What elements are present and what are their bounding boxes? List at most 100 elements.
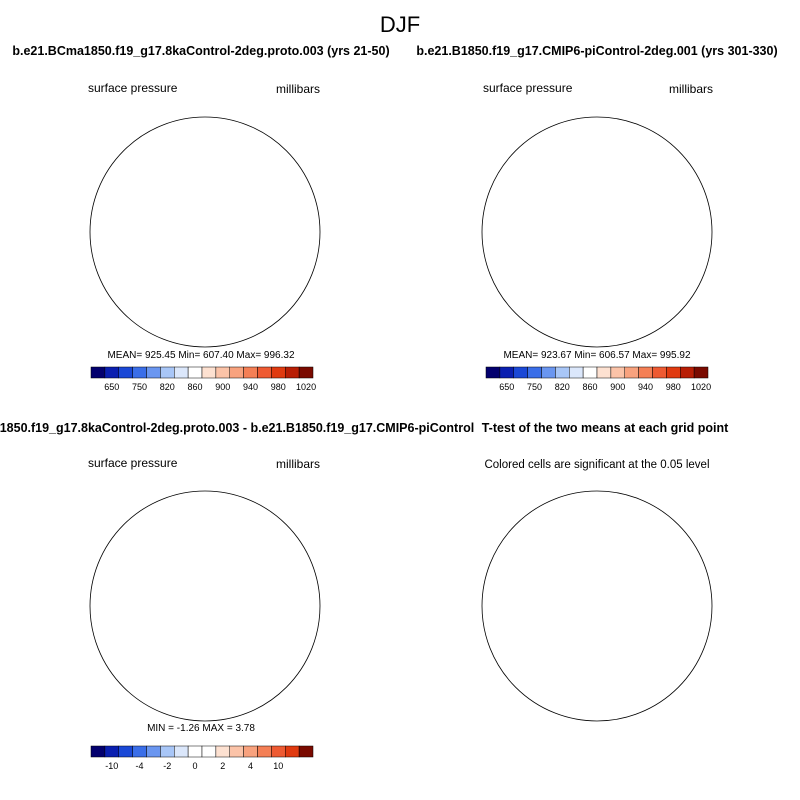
colorbar-cell xyxy=(652,366,667,379)
colorbar-cell xyxy=(485,366,501,379)
stats-label: MIN = -1.26 MAX = 3.78 xyxy=(147,723,255,734)
colorbar-cell xyxy=(146,745,161,758)
coastline xyxy=(518,167,663,284)
panel-title: b.e21.BCma1850.f19_g17.8kaControl-2deg.p… xyxy=(12,44,389,58)
colorbar-cell xyxy=(90,745,106,758)
contour-band xyxy=(520,168,665,285)
colorbar-cell xyxy=(201,745,217,758)
coastline xyxy=(518,541,663,658)
colorbar-tick-label: 820 xyxy=(160,382,175,392)
colorbar-cell xyxy=(257,745,272,758)
ocean-field xyxy=(295,349,325,352)
colorbar-cell xyxy=(132,366,147,379)
colorbar-cell xyxy=(160,366,175,379)
colorbar-cell xyxy=(271,366,286,379)
colorbar-cell xyxy=(271,745,286,758)
contour-band xyxy=(528,171,661,279)
contour-band xyxy=(193,201,251,248)
colorbar-tick-label: 750 xyxy=(132,382,147,392)
colorbar-tick-label: 4 xyxy=(248,761,253,771)
contour-band xyxy=(123,164,278,289)
colorbar-tick-label: 750 xyxy=(527,382,542,392)
colorbar-cell xyxy=(257,366,272,379)
colorbar-cell xyxy=(582,366,598,379)
contour-band xyxy=(509,159,674,292)
colorbar-cell xyxy=(298,745,314,758)
colorbar-cell xyxy=(638,366,653,379)
colorbar-cell xyxy=(527,366,542,379)
stats-label: MEAN= 923.67 Min= 606.57 Max= 995.92 xyxy=(503,350,691,361)
colorbar-cell xyxy=(132,745,147,758)
colorbar-tick-label: 10 xyxy=(273,761,283,771)
colorbar: 650 750 820 860 900 940 980 1020 xyxy=(90,366,316,392)
colorbar-tick-label: 900 xyxy=(215,382,230,392)
nonsignificant-area xyxy=(477,486,717,726)
map-boundary xyxy=(481,116,713,348)
units-label: millibars xyxy=(669,82,713,96)
colorbar-cell xyxy=(160,745,175,758)
colorbar-cell xyxy=(118,745,133,758)
colorbar-cell xyxy=(624,366,639,379)
contour-band xyxy=(130,610,190,666)
colorbar-cell xyxy=(146,366,161,379)
title-backing xyxy=(474,418,734,438)
colorbar-cell xyxy=(680,366,695,379)
colorbar-tick-label: -4 xyxy=(136,761,144,771)
contour-band xyxy=(177,192,258,258)
colorbar-tick-label: -2 xyxy=(163,761,171,771)
colorbar-cell xyxy=(104,366,119,379)
colorbar-cell xyxy=(229,366,244,379)
nonsignificant-area xyxy=(577,536,672,646)
panel-title: b.e21.BCma1850.f19_g17.8kaControl-2deg.p… xyxy=(0,421,532,435)
colorbar-cell xyxy=(285,745,300,758)
colorbar-cell xyxy=(174,745,189,758)
colorbar-cell xyxy=(693,366,709,379)
coastline xyxy=(126,541,271,658)
colorbar-cell xyxy=(187,366,203,379)
contour-band xyxy=(128,168,273,285)
panel-subtitle: Colored cells are significant at the 0.0… xyxy=(484,459,709,471)
contour-band xyxy=(148,177,267,273)
colorbar-cell xyxy=(187,745,203,758)
contour-band xyxy=(151,211,175,229)
colorbar-cell xyxy=(104,745,119,758)
colorbar-tick-label: 2 xyxy=(220,761,225,771)
significant-cells xyxy=(502,511,687,701)
contour-band xyxy=(569,192,650,258)
contour-band xyxy=(540,177,659,273)
units-label: millibars xyxy=(276,457,320,471)
colorbar-cell xyxy=(174,366,189,379)
contour-band xyxy=(126,541,271,658)
map-boundary xyxy=(89,490,321,722)
contour-band xyxy=(554,184,656,266)
panel-8ka: b.e21.BCma1850.f19_g17.8kaControl-2deg.p… xyxy=(12,44,389,392)
contour-band xyxy=(585,201,643,248)
contour-band xyxy=(117,159,282,292)
panel-title: T-test of the two means at each grid poi… xyxy=(482,421,729,435)
colorbar-tick-label: 980 xyxy=(271,382,286,392)
colorbar-cell xyxy=(499,366,514,379)
colorbar-cell xyxy=(541,366,556,379)
colorbar-cell xyxy=(513,366,528,379)
map-pressure-difference xyxy=(85,476,335,726)
colorbar-tick-label: -10 xyxy=(105,761,118,771)
colorbar-tick-label: 1020 xyxy=(691,382,711,392)
colorbar-cell xyxy=(569,366,584,379)
contour-band xyxy=(126,167,271,284)
panel-title: b.e21.B1850.f19_g17.CMIP6-piControl-2deg… xyxy=(416,44,777,58)
units-label: millibars xyxy=(276,82,320,96)
colorbar-cell xyxy=(215,745,230,758)
colorbar-cell xyxy=(555,366,570,379)
map-significance xyxy=(477,486,717,726)
colorbar-tick-label: 820 xyxy=(555,382,570,392)
colorbar-cell xyxy=(243,366,258,379)
contour-band xyxy=(515,164,670,289)
diff-background xyxy=(85,486,325,726)
map-boundary xyxy=(89,116,321,348)
colorbar-tick-label: 0 xyxy=(193,761,198,771)
colorbar-tick-label: 940 xyxy=(638,382,653,392)
coastline xyxy=(93,150,95,153)
colorbar-cell xyxy=(610,366,625,379)
contour-band xyxy=(162,184,264,266)
colorbar-tick-label: 860 xyxy=(188,382,203,392)
